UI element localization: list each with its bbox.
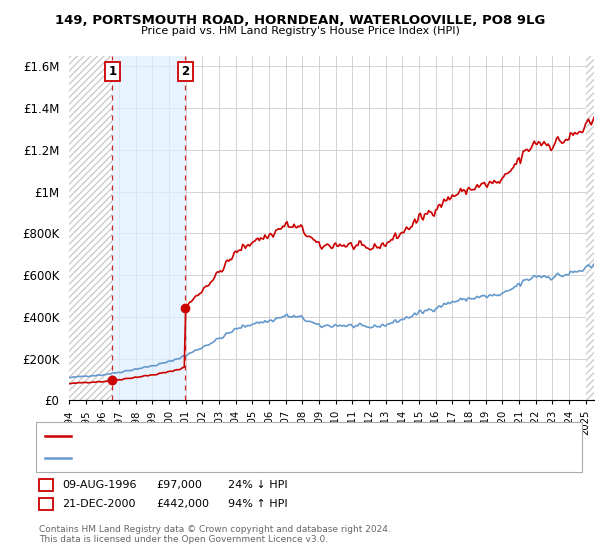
Bar — [69, 56, 112, 400]
Text: 24% ↓ HPI: 24% ↓ HPI — [228, 480, 287, 489]
Text: 09-AUG-1996: 09-AUG-1996 — [62, 480, 136, 489]
Text: HPI: Average price, detached house, East Hampshire: HPI: Average price, detached house, East… — [75, 453, 333, 463]
Text: £97,000: £97,000 — [156, 480, 202, 489]
Bar — [112, 56, 185, 400]
Text: 149, PORTSMOUTH ROAD, HORNDEAN, WATERLOOVILLE, PO8 9LG: 149, PORTSMOUTH ROAD, HORNDEAN, WATERLOO… — [55, 14, 545, 27]
Text: 21-DEC-2000: 21-DEC-2000 — [62, 500, 136, 509]
Text: Price paid vs. HM Land Registry's House Price Index (HPI): Price paid vs. HM Land Registry's House … — [140, 26, 460, 36]
Bar — [586, 56, 594, 400]
Text: 1: 1 — [108, 65, 116, 78]
Text: 1: 1 — [43, 480, 50, 489]
Text: 94% ↑ HPI: 94% ↑ HPI — [228, 500, 287, 509]
Text: 2: 2 — [181, 65, 189, 78]
Text: Contains HM Land Registry data © Crown copyright and database right 2024.
This d: Contains HM Land Registry data © Crown c… — [39, 525, 391, 544]
Text: 149, PORTSMOUTH ROAD, HORNDEAN, WATERLOOVILLE, PO8 9LG (detached house): 149, PORTSMOUTH ROAD, HORNDEAN, WATERLOO… — [75, 431, 487, 441]
Text: £442,000: £442,000 — [156, 500, 209, 509]
Text: 2: 2 — [43, 500, 50, 509]
